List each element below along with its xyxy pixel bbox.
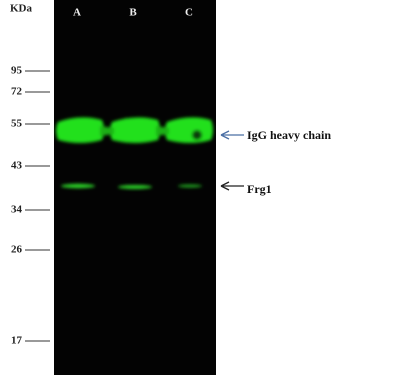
lane-label: B xyxy=(129,7,137,19)
marker-label: 72 xyxy=(11,86,23,98)
annotation: Frg1 xyxy=(220,181,272,196)
annotation-label: IgG heavy chain xyxy=(247,128,331,142)
band xyxy=(118,185,152,189)
marker-label: 34 xyxy=(11,204,23,216)
annotation-label: Frg1 xyxy=(247,182,272,196)
lane-label: A xyxy=(73,7,81,19)
marker-ladder: 95 72 55 43 34 26 17 xyxy=(11,65,50,347)
band xyxy=(165,117,213,143)
band xyxy=(110,117,160,143)
band xyxy=(56,117,104,143)
marker-label: 26 xyxy=(11,244,23,256)
frg1-bands xyxy=(61,183,202,189)
marker-label: 95 xyxy=(11,65,23,77)
arrow-head xyxy=(220,130,230,140)
lane-label: C xyxy=(185,7,193,19)
marker-label: 17 xyxy=(11,335,23,347)
band xyxy=(178,184,202,188)
marker-label: 43 xyxy=(11,160,23,172)
arrow-head xyxy=(220,181,230,191)
annotation: IgG heavy chain xyxy=(220,128,331,142)
band-bridge xyxy=(156,126,169,136)
band-bridge xyxy=(100,126,114,136)
marker-label: 55 xyxy=(11,118,23,130)
band xyxy=(61,183,95,189)
heavy-chain-bands xyxy=(56,117,213,143)
unit-label: KDa xyxy=(10,3,33,15)
band-spot xyxy=(192,130,202,140)
